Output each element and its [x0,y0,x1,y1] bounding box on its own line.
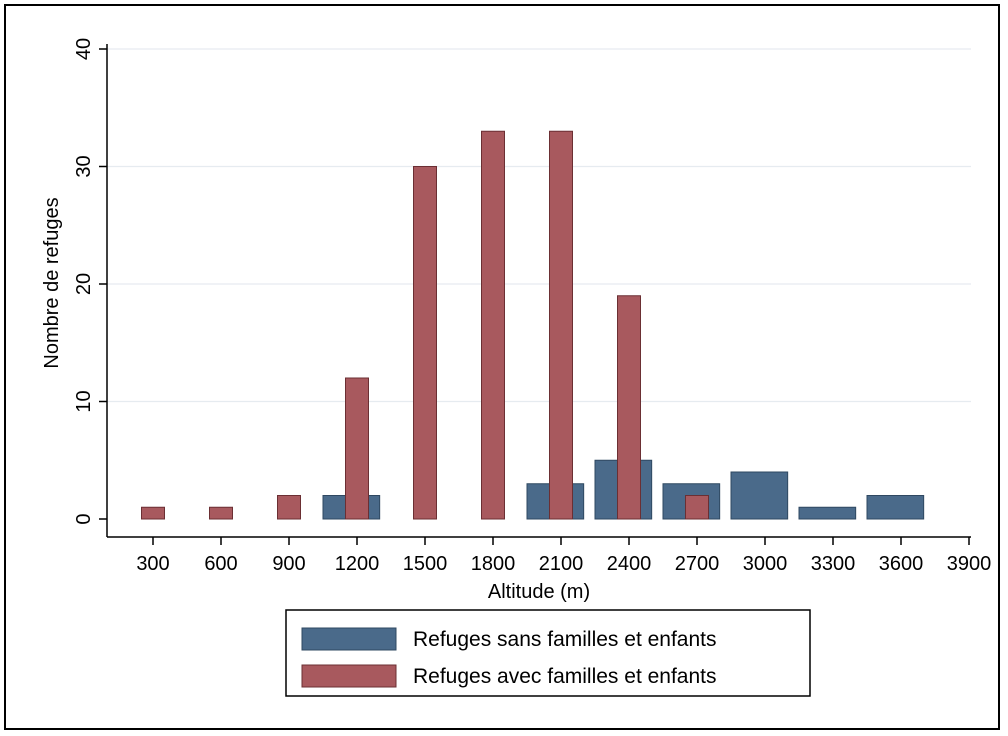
bar-avec-familles-0 [141,506,165,520]
axes [106,44,971,538]
bar-avec-familles-5 [481,130,505,520]
x-ticks: 300 600 900 1200 1500 1800 2100 2400 2700 3000 330… [136,537,991,575]
bar-sans-familles-4 [730,471,789,520]
x-tick-label: 1500 [403,553,448,575]
bar-avec-familles-3 [345,377,369,520]
bar-avec-familles-1 [209,506,233,520]
bar-avec-familles-2 [277,495,301,520]
x-axis-title: Altitude (m) [488,581,590,603]
legend-swatch-avec-familles [301,664,397,688]
legend-label-avec-familles: Refuges avec familles et enfants [413,665,717,688]
x-tick-label: 1800 [471,553,516,575]
y-tick-label: 40 [73,38,95,60]
x-tick-label: 2400 [607,553,652,575]
x-tick-label: 3900 [947,553,992,575]
y-tick-label: 30 [73,155,95,177]
y-axis-title: Nombre de refuges [41,197,63,368]
bar-avec-familles-7 [617,295,641,520]
y-tick-label: 0 [73,513,95,524]
x-tick-label: 900 [272,553,305,575]
y-tick-label: 10 [73,390,95,412]
bar-avec-familles-6 [549,130,573,520]
bar-avec-familles-4 [413,166,437,520]
y-tick-label: 20 [73,273,95,295]
bar-sans-familles-5 [798,506,857,520]
grid-lines [107,48,971,403]
legend-label-sans-familles: Refuges sans familles et enfants [413,628,717,651]
x-tick-label: 3000 [743,553,788,575]
x-tick-label: 2700 [675,553,720,575]
bar-sans-familles-6 [866,495,925,520]
bar-avec-familles-8 [685,495,709,520]
series-avec-familles [141,130,709,520]
x-tick-label: 3600 [879,553,924,575]
legend: Refuges sans familles et enfants Refuges… [285,609,811,697]
x-tick-label: 300 [136,553,169,575]
legend-swatch-sans-familles [301,627,397,651]
x-tick-label: 600 [204,553,237,575]
x-tick-label: 3300 [811,553,856,575]
x-tick-label: 2100 [539,553,584,575]
x-tick-label: 1200 [335,553,380,575]
y-ticks: 0 10 20 30 40 [73,38,107,525]
